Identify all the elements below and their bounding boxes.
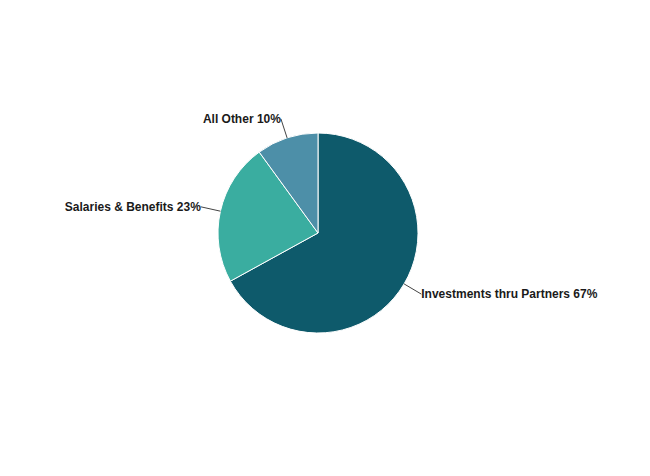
svg-text:Salaries & Benefits 23%: Salaries & Benefits 23% bbox=[65, 200, 201, 214]
svg-text:All Other 10%: All Other 10% bbox=[203, 112, 281, 126]
svg-text:Investments thru Partners 67%: Investments thru Partners 67% bbox=[421, 287, 597, 301]
